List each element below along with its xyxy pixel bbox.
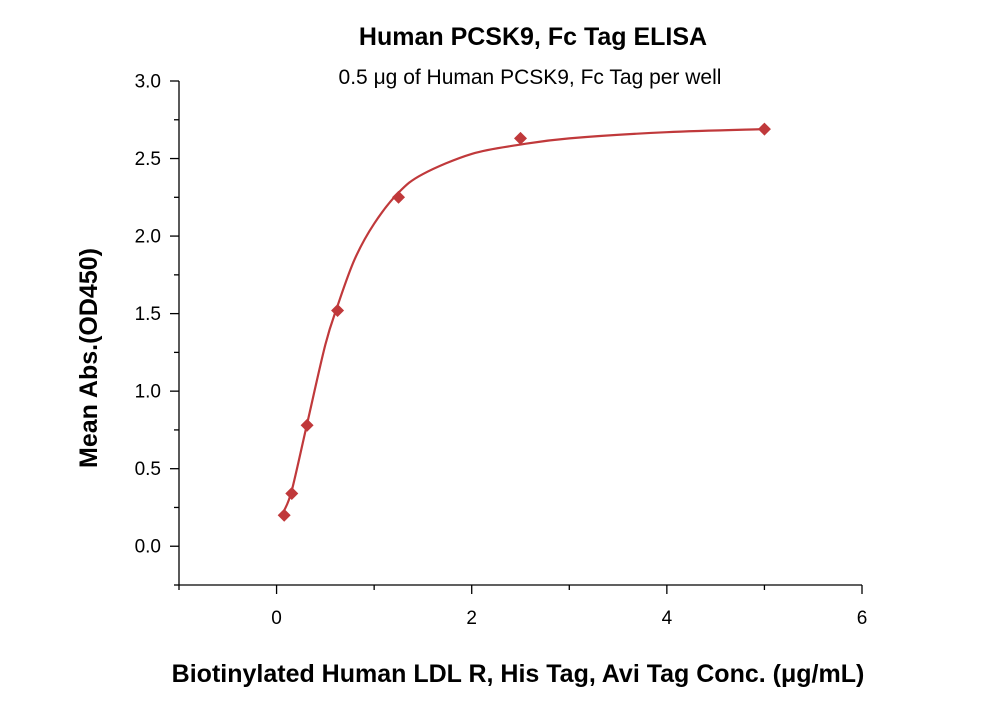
data-point-diamond — [285, 487, 299, 501]
data-points-group — [277, 122, 771, 522]
y-tick-label: 2.5 — [135, 149, 161, 170]
y-tick-label: 0.5 — [135, 459, 161, 480]
x-tick-label: 6 — [857, 608, 868, 629]
x-tick-label: 2 — [466, 608, 477, 629]
fit-curve-group — [283, 127, 765, 511]
data-point-diamond — [277, 508, 291, 522]
y-axis-label: Mean Abs.(OD450) — [75, 248, 103, 468]
y-tick-label: 2.0 — [135, 227, 161, 248]
y-tick-label: 3.0 — [135, 72, 161, 93]
axis-ticks: 0.0 0.5 1.0 1.5 2.0 2.5 3.0 0 2 4 6 — [135, 72, 868, 630]
data-point-diamond — [514, 131, 527, 145]
x-tick-label: 4 — [662, 608, 673, 629]
x-axis-label: Biotinylated Human LDL R, His Tag, Avi T… — [172, 660, 865, 688]
chart-subtitle: 0.5 μg of Human PCSK9, Fc Tag per well — [339, 66, 722, 89]
y-tick-label: 1.0 — [135, 382, 161, 403]
data-point-diamond — [331, 304, 345, 318]
y-tick-label: 1.5 — [135, 304, 161, 325]
chart-title: Human PCSK9, Fc Tag ELISA — [359, 23, 707, 51]
x-tick-label: 0 — [271, 608, 282, 629]
y-tick-label: 0.0 — [135, 537, 161, 558]
data-point-diamond — [300, 418, 314, 432]
data-point-diamond — [757, 122, 771, 136]
data-point-diamond — [392, 190, 406, 204]
fit-curve — [283, 127, 765, 511]
